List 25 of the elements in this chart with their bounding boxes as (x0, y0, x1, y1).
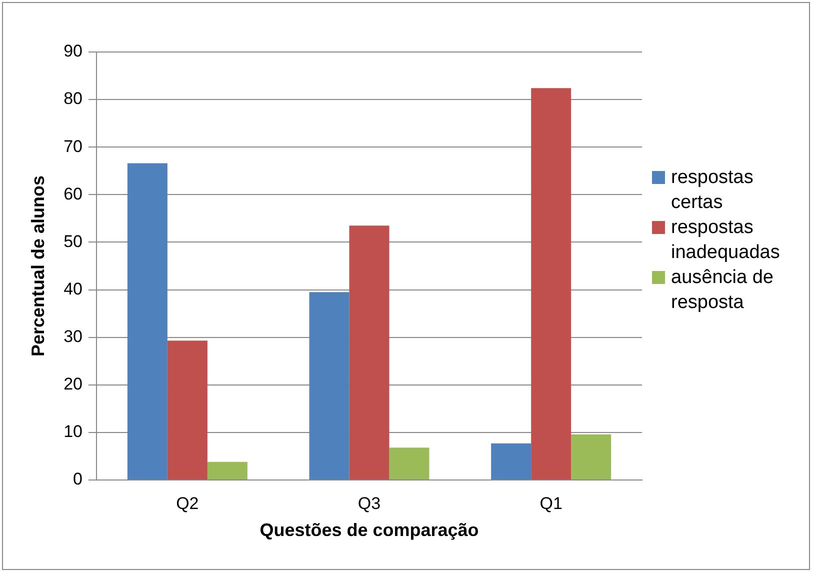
y-tick-label: 50 (64, 232, 83, 251)
y-axis-title: Percentual de alunos (28, 175, 48, 357)
y-tick-label: 70 (64, 136, 83, 156)
bar (389, 448, 430, 480)
legend-label: ausência de resposta (671, 266, 774, 315)
x-tick-label: Q2 (176, 494, 199, 513)
y-tick-label: 30 (64, 327, 83, 346)
y-tick-label: 10 (64, 422, 83, 442)
y-tick-label: 60 (64, 184, 83, 204)
x-tick-label: Q3 (358, 494, 381, 513)
bar (571, 434, 612, 480)
x-axis-title: Questões de comparação (260, 520, 479, 540)
y-tick-label: 90 (64, 42, 83, 61)
y-tick-label: 80 (64, 89, 83, 108)
bar (491, 443, 532, 480)
y-tick-label: 0 (73, 470, 83, 489)
bar (167, 340, 208, 480)
x-tick-label: Q1 (540, 494, 562, 513)
bar (309, 292, 350, 480)
y-tick-label: 40 (64, 279, 83, 298)
bar (349, 226, 390, 480)
bar (127, 163, 168, 480)
y-tick-label: 20 (64, 374, 83, 394)
bar (531, 88, 572, 480)
bar (207, 462, 248, 480)
